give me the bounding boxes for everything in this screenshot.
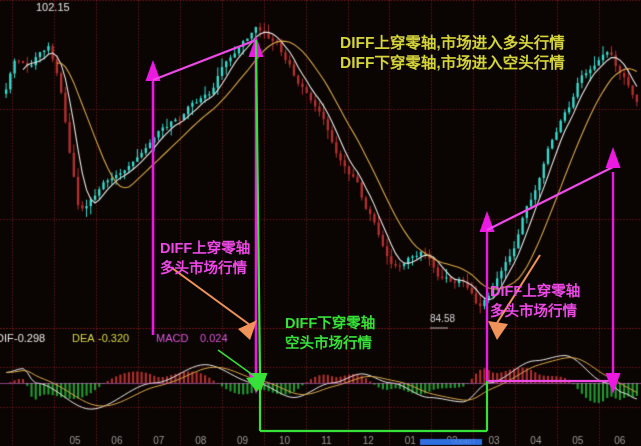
svg-text:空头市场行情: 空头市场行情 [285,334,372,352]
svg-text:DIFF下穿零轴,市场进入空头行情: DIFF下穿零轴,市场进入空头行情 [340,53,565,72]
svg-text:DIFF上穿零轴,市场进入多头行情: DIFF上穿零轴,市场进入多头行情 [340,33,565,52]
svg-text:DIFF下穿零轴: DIFF下穿零轴 [285,314,375,332]
svg-text:多头市场行情: 多头市场行情 [490,302,577,320]
svg-text:DIFF上穿零轴: DIFF上穿零轴 [490,282,580,300]
svg-text:DIFF上穿零轴: DIFF上穿零轴 [160,239,250,257]
svg-text:多头市场行情: 多头市场行情 [160,259,247,277]
